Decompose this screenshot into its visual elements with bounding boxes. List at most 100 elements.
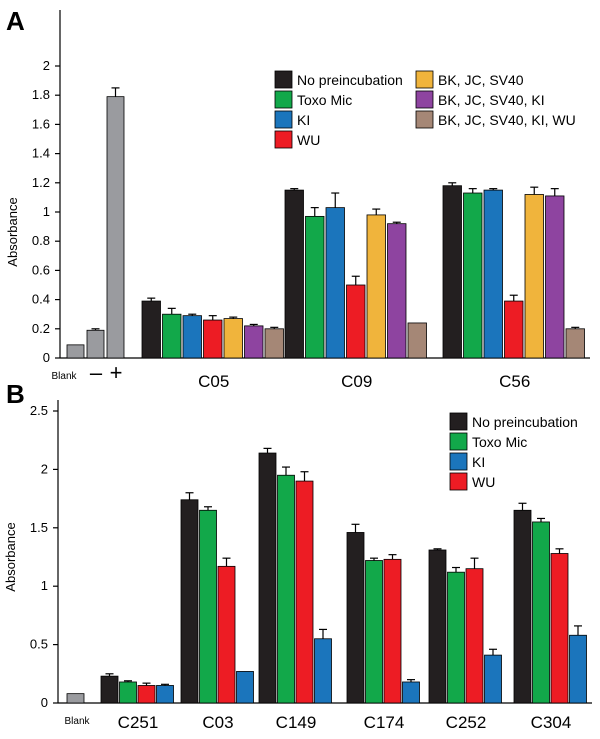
panel-a-y-tick-label: 1.8	[32, 87, 50, 102]
panel-b-bar-c174-no-preincubation	[346, 532, 365, 704]
panel-a-legend-swatch	[274, 130, 293, 149]
panel-b-control-label: Blank	[64, 716, 90, 727]
panel-a-bar-c05-toxo-mic	[162, 313, 182, 359]
panel-b-category-label: C03	[202, 713, 233, 732]
panel-a-bar-c05-no-preincubation	[141, 300, 161, 359]
panel-a-bar-c56-ki	[483, 189, 503, 359]
panel-a-y-tick-label: 2	[43, 58, 50, 73]
panel-a-bar-c09-ki	[325, 207, 345, 359]
panel-b-legend-label: KI	[472, 454, 485, 470]
panel-a-y-tick-label: 1	[43, 204, 50, 219]
panel-b-bar-c252-ki	[484, 654, 502, 704]
panel-a-control-label: +	[110, 360, 123, 385]
panel-a-bar-c05-bk-jc-sv40-ki-wu	[264, 328, 284, 359]
panel-a-bar-c56-toxo-mic	[463, 192, 483, 359]
panel-a-legend-label: BK, JC, SV40, KI, WU	[438, 112, 576, 128]
panel-b-bar-c251-wu	[137, 685, 156, 704]
panel-b-y-tick-label: 1.5	[30, 520, 48, 535]
panel-b-legend-swatch	[449, 432, 468, 451]
panel-b-legend-label: WU	[472, 474, 495, 490]
panel-b-bar-c304-ki	[569, 634, 587, 704]
panel-b-bar-c174-wu	[383, 558, 402, 704]
panel-a-chart: 0 0.2 0.4 0.6 0.8 1 1.2 1.4 1.6 1.8 2 Absorbance Bla…	[5, 10, 590, 391]
panel-b-bar-c304-toxo-mic	[532, 521, 550, 704]
panel-b-bar-c149-ki	[314, 638, 332, 704]
panel-a-legend-label: BK, JC, SV40	[438, 72, 524, 88]
panel-a-y-axis-title: Absorbance	[5, 197, 20, 266]
panel-b-legend-swatch	[449, 472, 468, 491]
panel-a-control-bar	[106, 96, 125, 359]
panel-b-y-tick-label: 2.5	[30, 403, 48, 418]
panel-b-category-label: C251	[118, 713, 159, 732]
panel-a-bar-c56-bk-jc-sv40-ki-wu	[565, 328, 585, 359]
panel-a-legend-swatch	[274, 90, 293, 109]
panel-b-y-axis-title: Absorbance	[3, 522, 18, 591]
panel-a-bar-c56-wu	[504, 300, 524, 359]
panel-a-legend-swatch	[415, 70, 434, 89]
panel-a-legend-label: BK, JC, SV40, KI	[438, 92, 545, 108]
panel-b-y-tick-label: 0.5	[30, 637, 48, 652]
panel-b-bar-c03-toxo-mic	[199, 509, 217, 704]
panel-a-y-tick-label: 0.6	[32, 262, 50, 277]
panel-a-bar-c56-bk-jc-sv40-ki	[545, 195, 565, 359]
panel-b-bar-c251-no-preincubation	[100, 675, 119, 704]
panel-a-category-label: C56	[499, 372, 530, 391]
panel-b-bar-c252-toxo-mic	[447, 571, 465, 704]
panel-b-bar-c149-no-preincubation	[258, 452, 277, 704]
panel-b-bar-c174-ki	[402, 681, 420, 704]
panel-b-bar-c03-no-preincubation	[180, 499, 199, 704]
panel-a-y-tick-label: 1.2	[32, 175, 50, 190]
panel-a-bar-c09-wu	[346, 284, 366, 359]
panel-b-control-bar	[66, 693, 85, 704]
panel-b-bar-c174-toxo-mic	[365, 560, 383, 704]
panel-a-legend-swatch	[274, 110, 293, 129]
panel-a-legend-label: No preincubation	[297, 72, 403, 88]
panel-a-legend-label: KI	[297, 112, 310, 128]
panel-a-control-label: –	[90, 360, 103, 385]
panel-b-y-tick-label: 2	[41, 461, 48, 476]
panel-a-category-label: C05	[198, 372, 229, 391]
panel-a-category-label: C09	[341, 372, 372, 391]
panel-a-y-tick-label: 1.6	[32, 116, 50, 131]
panel-b-category-label: C304	[531, 713, 572, 732]
panel-a-control-label: Blank	[51, 371, 77, 382]
panel-a-y-tick-label: 0.4	[32, 292, 50, 307]
panel-a-legend-label: Toxo Mic	[297, 92, 352, 108]
panel-a-y-tick-label: 0.8	[32, 233, 50, 248]
panel-b-bar-c251-toxo-mic	[119, 681, 137, 704]
panel-b-bar-c252-no-preincubation	[428, 549, 447, 704]
panel-b-category-label: C252	[446, 713, 487, 732]
panel-b-chart: 0 0.5 1 1.5 2 2.5 Absorbance Blank C251 C03 C149 C1…	[3, 400, 592, 732]
panel-b-legend-swatch	[449, 412, 468, 431]
panel-b-bar-c03-wu	[217, 565, 236, 704]
panel-a-control-bar	[66, 344, 85, 359]
panel-a-bar-c05-bk-jc-sv40-ki	[244, 325, 264, 359]
panel-a-bar-c56-no-preincubation	[442, 185, 462, 359]
panel-b-bar-c252-wu	[465, 568, 484, 704]
panel-b-bar-c149-wu	[295, 480, 314, 704]
panel-a-legend-swatch	[415, 110, 434, 129]
panel-a-bar-c09-bk-jc-sv40-ki-wu	[407, 322, 427, 359]
panel-a-bar-c09-no-preincubation	[284, 189, 304, 359]
panel-b-y-tick-label: 1	[41, 578, 48, 593]
panel-a-bar-c05-ki	[182, 315, 202, 359]
panel-a-y-tick-label: 0.2	[32, 321, 50, 336]
panel-b-legend-swatch	[449, 452, 468, 471]
panel-b-legend-label: Toxo Mic	[472, 434, 527, 450]
panel-a-legend-swatch	[274, 70, 293, 89]
panel-a-control-bar	[86, 329, 105, 359]
panel-b-bar-c304-no-preincubation	[513, 509, 532, 704]
panel-b-legend-label: No preincubation	[472, 414, 578, 430]
panel-b-category-label: C149	[276, 713, 317, 732]
panel-b-bar-c251-ki	[156, 685, 174, 704]
panel-a-bar-c09-bk-jc-sv40	[366, 214, 386, 359]
panel-a-legend-label: WU	[297, 132, 320, 148]
panel-b-y-tick-label: 0	[41, 695, 48, 710]
panel-a-bar-c09-toxo-mic	[305, 215, 325, 359]
panel-b-category-label: C174	[364, 713, 405, 732]
panel-a-legend-swatch	[415, 90, 434, 109]
panel-b-bar-c149-toxo-mic	[277, 474, 295, 704]
panel-b-letter: B	[6, 379, 25, 409]
panel-a-bar-c56-bk-jc-sv40	[524, 194, 544, 359]
